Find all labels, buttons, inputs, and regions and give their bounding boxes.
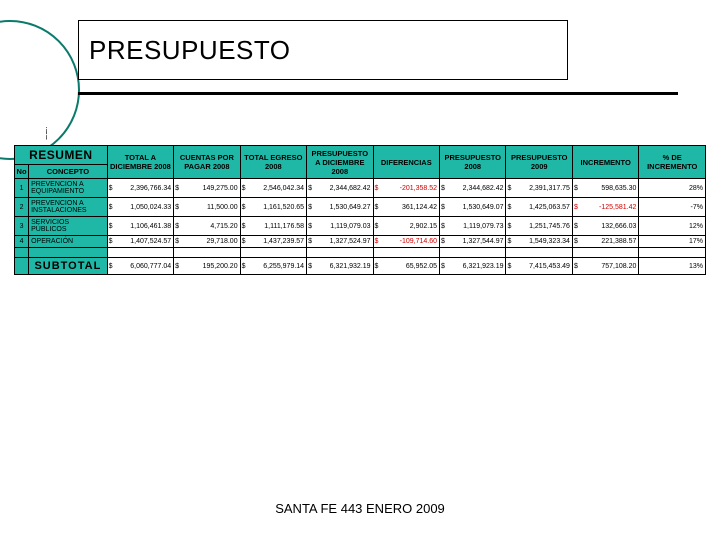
cell-concepto: OPERACIÓN	[29, 236, 108, 248]
cell-pct: 28%	[639, 179, 706, 198]
cell-concepto: SERVICIOS PÚBLICOS	[29, 217, 108, 236]
spacer-row	[15, 248, 706, 258]
cell-no: 2	[15, 198, 29, 217]
cell-value: $6,255,979.14	[240, 258, 306, 275]
title-underline	[78, 92, 678, 95]
header-row-1: RESUMEN TOTAL A DICIEMBRE 2008 CUENTAS P…	[15, 146, 706, 165]
page-title: PRESUPUESTO	[89, 35, 291, 66]
th-presup-2008: PRESUPUESTO 2008	[440, 146, 506, 179]
cell-pct: -7%	[639, 198, 706, 217]
budget-table-wrap: RESUMEN TOTAL A DICIEMBRE 2008 CUENTAS P…	[14, 145, 706, 275]
th-presup-dic: PRESUPUESTO A DICIEMBRE 2008	[307, 146, 373, 179]
cell-value: $2,344,682.42	[307, 179, 373, 198]
cell-value: $149,275.00	[174, 179, 240, 198]
th-dif: DIFERENCIAS	[373, 146, 439, 179]
table-row: 2PREVENCION A INSTALACIONES$1,050,024.33…	[15, 198, 706, 217]
cell-value: $2,391,317.75	[506, 179, 572, 198]
cell-value: $1,327,524.97	[307, 236, 373, 248]
cell-value: $1,407,524.57	[107, 236, 173, 248]
cell-value: $6,060,777.04	[107, 258, 173, 275]
cell-value: $1,549,323.34	[506, 236, 572, 248]
cell-value: $7,415,453.49	[506, 258, 572, 275]
cell-value: $1,119,079.03	[307, 217, 373, 236]
cell-value: $6,321,923.19	[440, 258, 506, 275]
cell-value: $1,161,520.65	[240, 198, 306, 217]
cell-no: 4	[15, 236, 29, 248]
cell-concepto: PREVENCION A EQUIPAMIENTO	[29, 179, 108, 198]
th-incremento: INCREMENTO	[572, 146, 638, 179]
th-concepto: CONCEPTO	[29, 165, 108, 179]
legend-marks: ¡¡	[45, 126, 48, 138]
cell-value: $1,251,745.76	[506, 217, 572, 236]
cell-value: $2,546,042.34	[240, 179, 306, 198]
cell-value: $-109,714.60	[373, 236, 439, 248]
cell-value: $2,396,766.34	[107, 179, 173, 198]
cell-value: $-201,358.52	[373, 179, 439, 198]
cell-pct: 13%	[639, 258, 706, 275]
cell-concepto: PREVENCION A INSTALACIONES	[29, 198, 108, 217]
th-total-dic: TOTAL A DICIEMBRE 2008	[107, 146, 173, 179]
cell-value: $757,108.20	[572, 258, 638, 275]
th-total-egreso: TOTAL EGRESO 2008	[240, 146, 306, 179]
cell-value: $-125,581.42	[572, 198, 638, 217]
cell-value: $2,902.15	[373, 217, 439, 236]
cell-value: $65,952.05	[373, 258, 439, 275]
cell-value: $1,106,461.38	[107, 217, 173, 236]
cell-no: 3	[15, 217, 29, 236]
th-resumen: RESUMEN	[15, 146, 108, 165]
cell-value: $1,530,649.27	[307, 198, 373, 217]
subtotal-label: SUBTOTAL	[29, 258, 108, 275]
cell-value: $1,050,024.33	[107, 198, 173, 217]
footer-text: SANTA FE 443 ENERO 2009	[0, 501, 720, 516]
cell-value: $1,327,544.97	[440, 236, 506, 248]
table-row: 1PREVENCION A EQUIPAMIENTO$2,396,766.34$…	[15, 179, 706, 198]
cell-pct: 17%	[639, 236, 706, 248]
budget-table: RESUMEN TOTAL A DICIEMBRE 2008 CUENTAS P…	[14, 145, 706, 275]
th-pct: % DE INCREMENTO	[639, 146, 706, 179]
subtotal-row: SUBTOTAL$6,060,777.04$195,200.20$6,255,9…	[15, 258, 706, 275]
cell-value: $361,124.42	[373, 198, 439, 217]
cell-value: $1,425,063.57	[506, 198, 572, 217]
cell-value: $2,344,682.42	[440, 179, 506, 198]
cell-value: $29,718.00	[174, 236, 240, 248]
table-row: 4OPERACIÓN$1,407,524.57$29,718.00$1,437,…	[15, 236, 706, 248]
cell-value: $4,715.20	[174, 217, 240, 236]
cell-value: $1,119,079.73	[440, 217, 506, 236]
cell-value: $1,437,239.57	[240, 236, 306, 248]
cell-value: $195,200.20	[174, 258, 240, 275]
decorative-circle	[0, 20, 80, 160]
cell-value: $132,666.03	[572, 217, 638, 236]
title-box: PRESUPUESTO	[78, 20, 568, 80]
cell-value: $598,635.30	[572, 179, 638, 198]
cell-value: $11,500.00	[174, 198, 240, 217]
cell-value: $6,321,932.19	[307, 258, 373, 275]
table-row: 3SERVICIOS PÚBLICOS$1,106,461.38$4,715.2…	[15, 217, 706, 236]
cell-value: $1,111,176.58	[240, 217, 306, 236]
cell-no: 1	[15, 179, 29, 198]
cell-value: $221,388.57	[572, 236, 638, 248]
th-presup-2009: PRESUPUESTO 2009	[506, 146, 572, 179]
th-cuentas: CUENTAS POR PAGAR 2008	[174, 146, 240, 179]
cell-pct: 12%	[639, 217, 706, 236]
cell-value: $1,530,649.07	[440, 198, 506, 217]
th-no: No	[15, 165, 29, 179]
